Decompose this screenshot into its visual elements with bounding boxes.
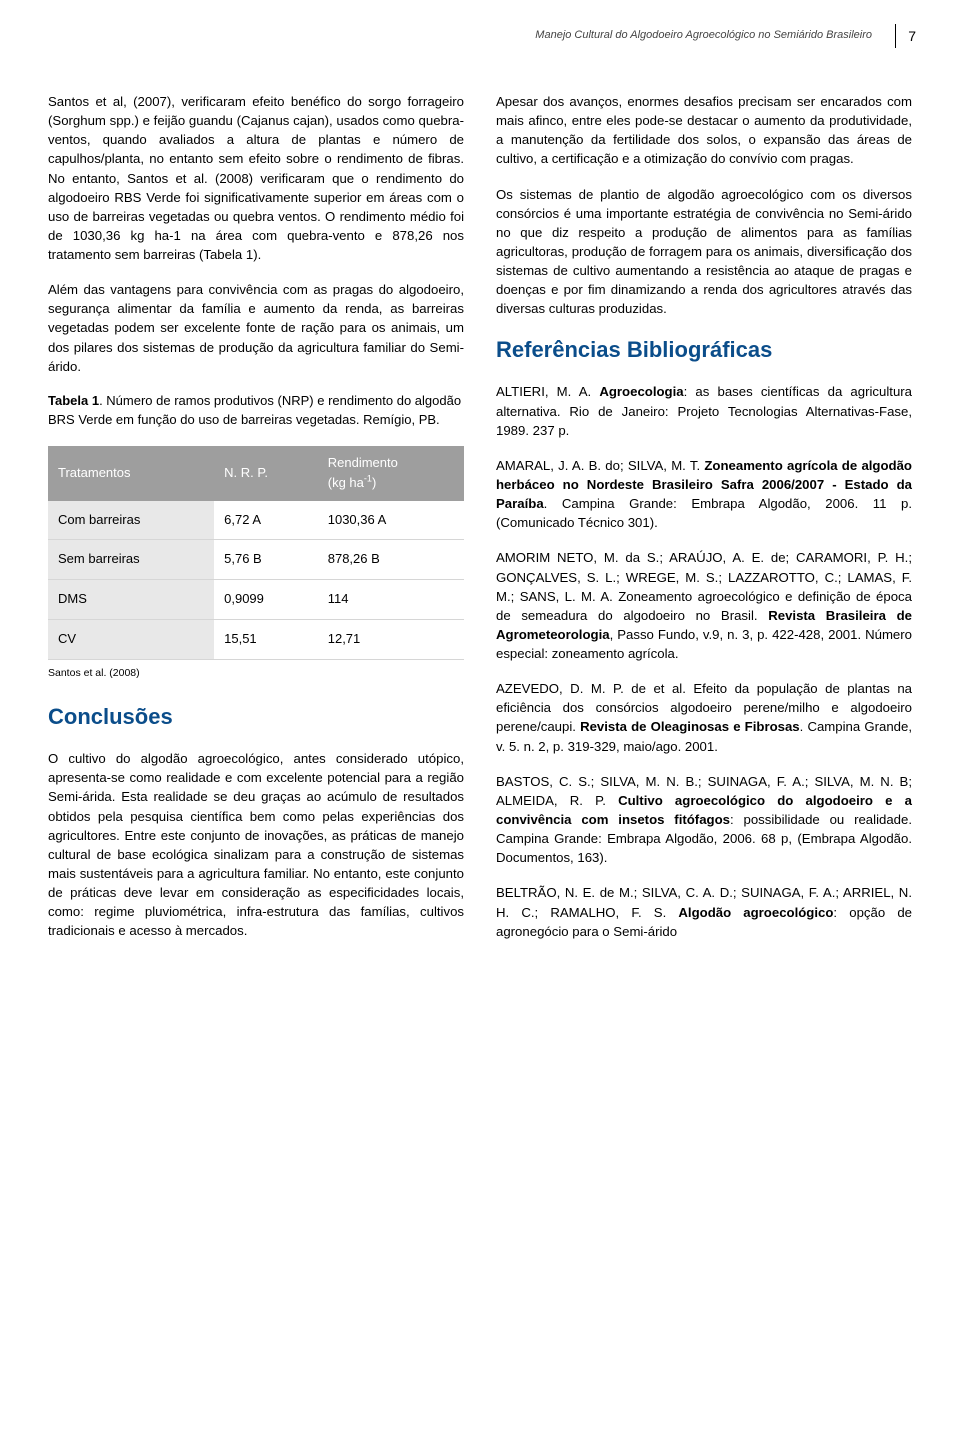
table-header-cell: Tratamentos bbox=[48, 446, 214, 501]
page: Manejo Cultural do Algodoeiro Agroecológ… bbox=[0, 0, 960, 997]
table-cell: 6,72 A bbox=[214, 501, 318, 540]
table-cell: DMS bbox=[48, 580, 214, 620]
table-row: Sem barreiras 5,76 B 878,26 B bbox=[48, 540, 464, 580]
table-caption-rest: . Número de ramos produtivos (NRP) e ren… bbox=[48, 393, 461, 427]
data-table: Tratamentos N. R. P. Rendimento (kg ha-1… bbox=[48, 446, 464, 660]
reference-entry: AZEVEDO, D. M. P. de et al. Efeito da po… bbox=[496, 679, 912, 756]
reference-entry: AMARAL, J. A. B. do; SILVA, M. T. Zoneam… bbox=[496, 456, 912, 533]
table-header-cell: Rendimento (kg ha-1) bbox=[318, 446, 464, 501]
table-cell: 5,76 B bbox=[214, 540, 318, 580]
body-paragraph: Além das vantagens para convivência com … bbox=[48, 280, 464, 376]
table-row: Com barreiras 6,72 A 1030,36 A bbox=[48, 501, 464, 540]
body-paragraph: Os sistemas de plantio de algodão agroec… bbox=[496, 185, 912, 319]
table-cell: 0,9099 bbox=[214, 580, 318, 620]
table-row: CV 15,51 12,71 bbox=[48, 620, 464, 660]
table-cell: CV bbox=[48, 620, 214, 660]
table-header-line: Rendimento bbox=[328, 455, 398, 470]
reference-title: Agroecologia bbox=[599, 384, 683, 399]
reference-title: Algodão agroecológico bbox=[678, 905, 833, 920]
reference-text: AMARAL, J. A. B. do; SILVA, M. T. bbox=[496, 458, 704, 473]
reference-entry: BELTRÃO, N. E. de M.; SILVA, C. A. D.; S… bbox=[496, 883, 912, 940]
reference-entry: BASTOS, C. S.; SILVA, M. N. B.; SUINAGA,… bbox=[496, 772, 912, 868]
reference-text: . Campina Grande: Embrapa Algodão, 2006.… bbox=[496, 496, 912, 530]
table-header-cell: N. R. P. bbox=[214, 446, 318, 501]
table-cell: Com barreiras bbox=[48, 501, 214, 540]
reference-title: Revista de Oleaginosas e Fibrosas bbox=[580, 719, 800, 734]
two-column-layout: Santos et al, (2007), verificaram efeito… bbox=[48, 92, 912, 957]
table-body: Com barreiras 6,72 A 1030,36 A Sem barre… bbox=[48, 501, 464, 660]
table-source: Santos et al. (2008) bbox=[48, 666, 464, 681]
body-paragraph: O cultivo do algodão agroecológico, ante… bbox=[48, 749, 464, 940]
table-cell: Sem barreiras bbox=[48, 540, 214, 580]
table-caption: Tabela 1. Número de ramos produtivos (NR… bbox=[48, 392, 464, 430]
table-cell: 15,51 bbox=[214, 620, 318, 660]
table-cell: 878,26 B bbox=[318, 540, 464, 580]
table-header-line: (kg ha-1) bbox=[328, 475, 377, 490]
reference-entry: ALTIERI, M. A. Agroecologia: as bases ci… bbox=[496, 382, 912, 439]
reference-text: ALTIERI, M. A. bbox=[496, 384, 599, 399]
section-heading-conclusoes: Conclusões bbox=[48, 701, 464, 733]
table-cell: 1030,36 A bbox=[318, 501, 464, 540]
table-caption-lead: Tabela 1 bbox=[48, 393, 99, 408]
table-row: DMS 0,9099 114 bbox=[48, 580, 464, 620]
right-column: Apesar dos avanços, enormes desafios pre… bbox=[496, 92, 912, 957]
body-paragraph: Apesar dos avanços, enormes desafios pre… bbox=[496, 92, 912, 169]
page-number: 7 bbox=[895, 24, 922, 48]
table-cell: 12,71 bbox=[318, 620, 464, 660]
running-head: Manejo Cultural do Algodoeiro Agroecológ… bbox=[48, 28, 912, 44]
running-title: Manejo Cultural do Algodoeiro Agroecológ… bbox=[535, 29, 872, 41]
table-cell: 114 bbox=[318, 580, 464, 620]
reference-entry: AMORIM NETO, M. da S.; ARAÚJO, A. E. de;… bbox=[496, 548, 912, 663]
section-heading-referencias: Referências Bibliográficas bbox=[496, 334, 912, 366]
left-column: Santos et al, (2007), verificaram efeito… bbox=[48, 92, 464, 957]
references-list: ALTIERI, M. A. Agroecologia: as bases ci… bbox=[496, 382, 912, 941]
body-paragraph: Santos et al, (2007), verificaram efeito… bbox=[48, 92, 464, 264]
